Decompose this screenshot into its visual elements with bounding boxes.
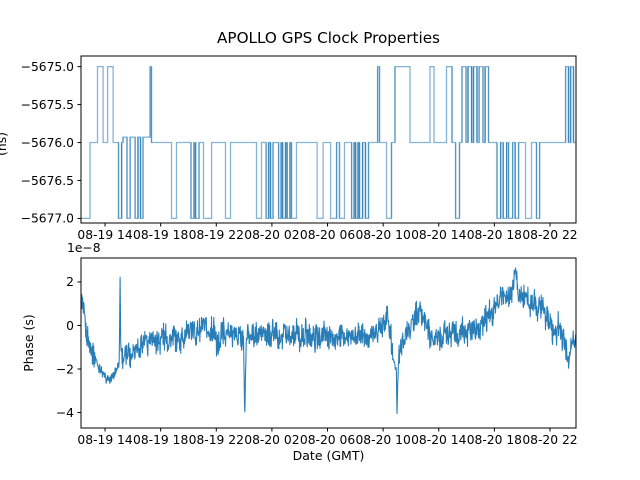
x-tick-label: 08-20 22 xyxy=(522,228,577,242)
x-tick-label: 08-20 18 xyxy=(467,228,522,242)
x-tick-label: 08-19 22 xyxy=(189,228,244,242)
x-tick-label: 08-20 14 xyxy=(411,433,466,447)
date-x-axis-label: Date (GMT) xyxy=(293,448,365,463)
clock-step-line xyxy=(81,65,576,220)
y-offset-text: 1e−8 xyxy=(67,241,101,255)
x-tick-label: 08-20 06 xyxy=(300,433,355,447)
y-tick-label: 0 xyxy=(66,319,74,333)
chart-title: APOLLO GPS Clock Properties xyxy=(217,29,440,47)
x-tick-label: 08-19 14 xyxy=(77,228,132,242)
x-tick-label: 08-20 02 xyxy=(244,433,299,447)
x-tick-label: 08-20 02 xyxy=(244,228,299,242)
y-tick-label: −5675.5 xyxy=(21,98,74,112)
clock-step-line-group xyxy=(81,65,576,220)
x-tick-label: 08-20 22 xyxy=(522,433,577,447)
bottom-axes: 08-19 14 08-19 18 08-19 22 08-20 02 08-20 06… xyxy=(56,257,578,447)
y-tick-label: −5676.5 xyxy=(21,174,74,188)
x-tick-label: 08-19 22 xyxy=(189,433,244,447)
bottom-axes-ticks: 08-19 14 08-19 18 08-19 22 08-20 02 08-20 06… xyxy=(56,275,578,447)
top-axes: 08-19 14 08-19 18 08-19 22 08-20 02 08-20 06… xyxy=(21,55,578,242)
x-tick-label: 08-19 18 xyxy=(133,228,188,242)
phase-y-axis-label: Phase (s) xyxy=(21,314,36,372)
bottom-axes-frame xyxy=(80,257,577,429)
y-tick-label: −5675.0 xyxy=(21,60,74,74)
x-tick-label: 08-20 10 xyxy=(355,433,410,447)
x-tick-label: 08-20 10 xyxy=(355,228,410,242)
x-tick-label: 08-19 14 xyxy=(77,433,132,447)
top-axes-frame xyxy=(80,55,577,224)
y-tick-label: −4 xyxy=(56,406,74,420)
x-tick-label: 08-20 18 xyxy=(467,433,522,447)
phase-line xyxy=(81,267,576,415)
phase-line-group xyxy=(81,267,576,415)
x-tick-label: 08-20 14 xyxy=(411,228,466,242)
x-tick-label: 08-20 06 xyxy=(300,228,355,242)
y-tick-label: −2 xyxy=(56,362,74,376)
y-tick-label: 2 xyxy=(66,275,74,289)
x-tick-label: 08-19 18 xyxy=(133,433,188,447)
y-tick-label: −5676.0 xyxy=(21,136,74,150)
top-axes-ticks: 08-19 14 08-19 18 08-19 22 08-20 02 08-20 06… xyxy=(21,60,578,242)
y-tick-label: −5677.0 xyxy=(21,212,74,226)
top-y-axis-label-clipped: (ns) xyxy=(0,132,9,156)
